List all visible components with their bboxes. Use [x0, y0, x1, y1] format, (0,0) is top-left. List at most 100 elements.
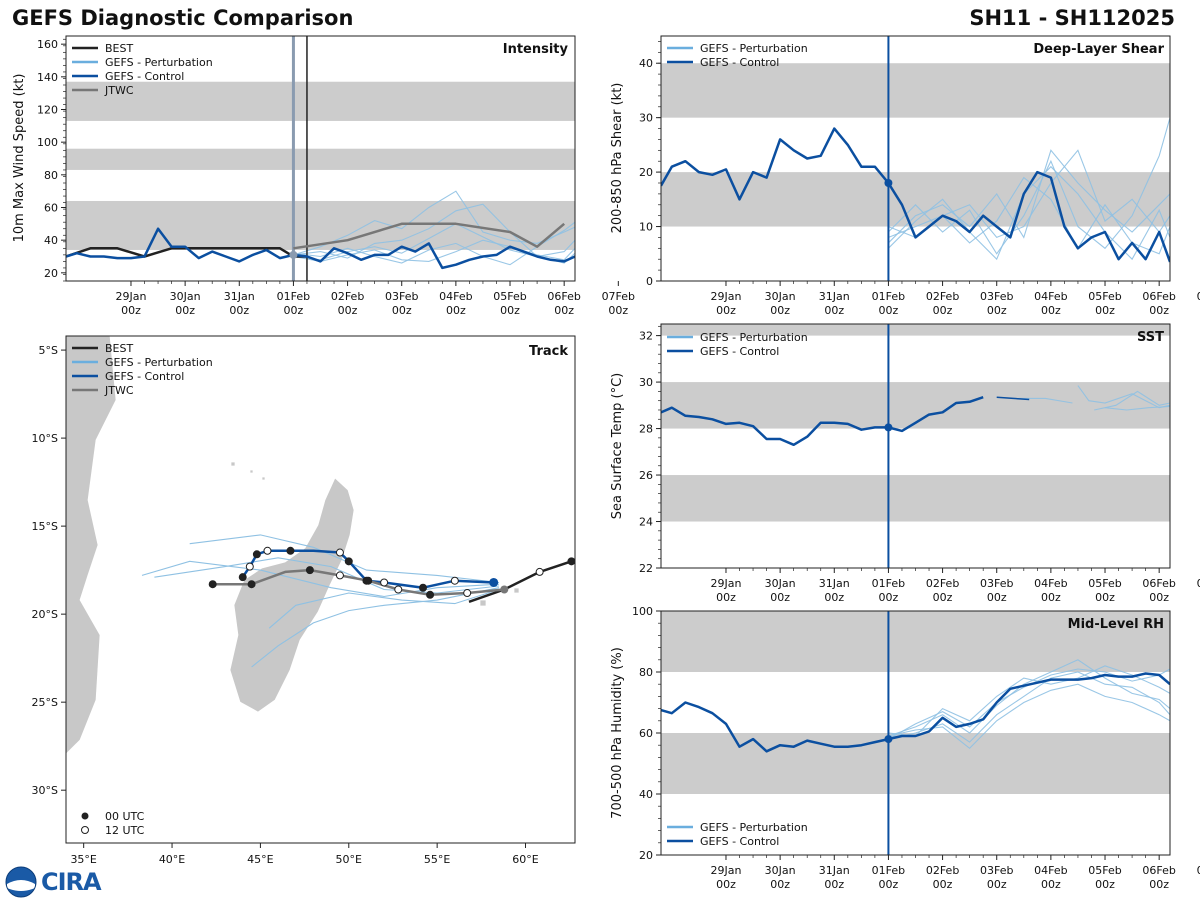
- track-xtick-label: 40°E: [159, 853, 185, 866]
- sst-ytick-label: 24: [639, 516, 653, 529]
- intensity-init-marker: [289, 250, 298, 259]
- track-control-12utc-point: [380, 578, 389, 587]
- track-title: Track: [529, 344, 568, 359]
- intensity-band-1: [66, 148, 575, 170]
- intensity-band-2: [66, 81, 575, 121]
- sst-ytick-label: 32: [639, 330, 653, 343]
- rh-ytick-label: 80: [639, 666, 653, 679]
- rh-xtick-hour: 00z: [933, 878, 953, 891]
- cira-logo-text: CIRA: [41, 868, 102, 896]
- intensity-xtick-hour: 00z: [554, 304, 574, 317]
- track-jtwc-00utc-point: [208, 580, 217, 589]
- rh-xtick-date: 03Feb: [980, 864, 1013, 877]
- sst-xtick-hour: 00z: [1149, 591, 1169, 604]
- rh-xtick-date: 01Feb: [872, 864, 905, 877]
- intensity-xtick-date: 05Feb: [493, 290, 526, 303]
- shear-ytick-label: 0: [646, 275, 653, 288]
- sst-xtick-date: 29Jan: [710, 577, 741, 590]
- shear-xtick-date: 02Feb: [926, 290, 959, 303]
- legend-pert-label: GEFS - Perturbation: [700, 331, 808, 344]
- track-control-12utc-point: [450, 576, 459, 585]
- rh-ytick-label: 40: [639, 788, 653, 801]
- intensity-xtick-hour: 00z: [338, 304, 358, 317]
- rh-xtick-hour: 00z: [716, 878, 736, 891]
- intensity-jtwc-line: [293, 222, 566, 250]
- sst-band-2: [661, 324, 1170, 336]
- shear-xtick-date: 03Feb: [980, 290, 1013, 303]
- rh-xtick-date: 02Feb: [926, 864, 959, 877]
- shear-title: Deep-Layer Shear: [1033, 42, 1164, 57]
- shear-xtick-date: 04Feb: [1034, 290, 1067, 303]
- sst-pert-line-2: [1094, 390, 1170, 411]
- intensity-pert-line-4: [293, 239, 575, 262]
- noaa-globe-icon: [5, 866, 37, 898]
- rh-xtick-hour: 00z: [879, 878, 899, 891]
- intensity-ytick-label: 100: [37, 136, 58, 149]
- track-pert-line-2: [251, 587, 500, 668]
- legend-pert-label: GEFS - Perturbation: [105, 356, 213, 369]
- shear-ytick-label: 30: [639, 112, 653, 125]
- sst-xtick-date: 07Feb: [1197, 577, 1200, 590]
- track-control-12utc-point: [245, 562, 254, 571]
- track-xtick-label: 55°E: [424, 853, 450, 866]
- rh-xtick-date: 07Feb: [1197, 864, 1200, 877]
- legend-pert-label: GEFS - Perturbation: [700, 821, 808, 834]
- track-xtick-label: 60°E: [512, 853, 538, 866]
- rh-xtick-date: 29Jan: [710, 864, 741, 877]
- shear-legend: GEFS - Perturbation GEFS - Control: [667, 42, 808, 69]
- rh-gefs-control-line: [661, 672, 1170, 753]
- shear-band-0: [661, 172, 1170, 227]
- intensity-xtick-date: 31Jan: [224, 290, 255, 303]
- rh-pert-line-0: [888, 659, 1170, 737]
- track-pert-line-0: [154, 557, 500, 594]
- legend-pert-label: GEFS - Perturbation: [105, 56, 213, 69]
- cira-logo: CIRA: [5, 866, 102, 898]
- shear-xtick-hour: 00z: [1149, 304, 1169, 317]
- comoros-islands: [230, 461, 266, 481]
- intensity-title: Intensity: [503, 42, 569, 57]
- track-best-12utc-point: [535, 567, 544, 576]
- sst-xtick-hour: 00z: [933, 591, 953, 604]
- track-pert-line-3: [141, 560, 500, 598]
- sst-ytick-label: 22: [639, 562, 653, 575]
- track-best-00utc-point: [567, 557, 575, 566]
- shear-xtick-hour: 00z: [716, 304, 736, 317]
- africa-landmass: [66, 336, 117, 755]
- track-jtwc-line: [212, 568, 505, 597]
- shear-ytick-label: 40: [639, 57, 653, 70]
- track-jtwc-00utc-point: [247, 580, 256, 589]
- mascarene-islands: [479, 587, 520, 607]
- intensity-xtick-date: 06Feb: [547, 290, 580, 303]
- intensity-gefs-control-line: [66, 227, 575, 270]
- sst-xtick-date: 03Feb: [980, 577, 1013, 590]
- rh-xtick-date: 30Jan: [765, 864, 796, 877]
- sst-ytick-label: 26: [639, 469, 653, 482]
- shear-xtick-date: 31Jan: [819, 290, 850, 303]
- track-xtick-label: 35°E: [70, 853, 96, 866]
- sst-xtick-hour: 00z: [879, 591, 899, 604]
- legend-best-label: BEST: [105, 42, 133, 55]
- shear-gefs-control-line: [661, 127, 1170, 263]
- intensity-xtick-hour: 00z: [446, 304, 466, 317]
- track-legend: BEST GEFS - Perturbation GEFS - Control …: [72, 342, 213, 837]
- intensity-xtick-hour: 00z: [175, 304, 195, 317]
- rh-init-marker: [884, 735, 893, 744]
- sst-xtick-hour: 00z: [770, 591, 790, 604]
- shear-xtick-hour: 00z: [824, 304, 844, 317]
- sst-xtick-hour: 00z: [824, 591, 844, 604]
- legend-00utc-label: 00 UTC: [105, 810, 145, 823]
- sst-band-1: [661, 382, 1170, 429]
- legend-best-label: BEST: [105, 342, 133, 355]
- track-xtick-label: 45°E: [247, 853, 273, 866]
- rh-ytick-label: 60: [639, 727, 653, 740]
- intensity-ytick-label: 80: [44, 169, 58, 182]
- sst-xtick-hour: 00z: [1095, 591, 1115, 604]
- rh-xtick-hour: 00z: [1095, 878, 1115, 891]
- track-jtwc-00utc-point: [344, 557, 353, 566]
- shear-xtick-hour: 00z: [933, 304, 953, 317]
- intensity-xtick-hour: 00z: [392, 304, 412, 317]
